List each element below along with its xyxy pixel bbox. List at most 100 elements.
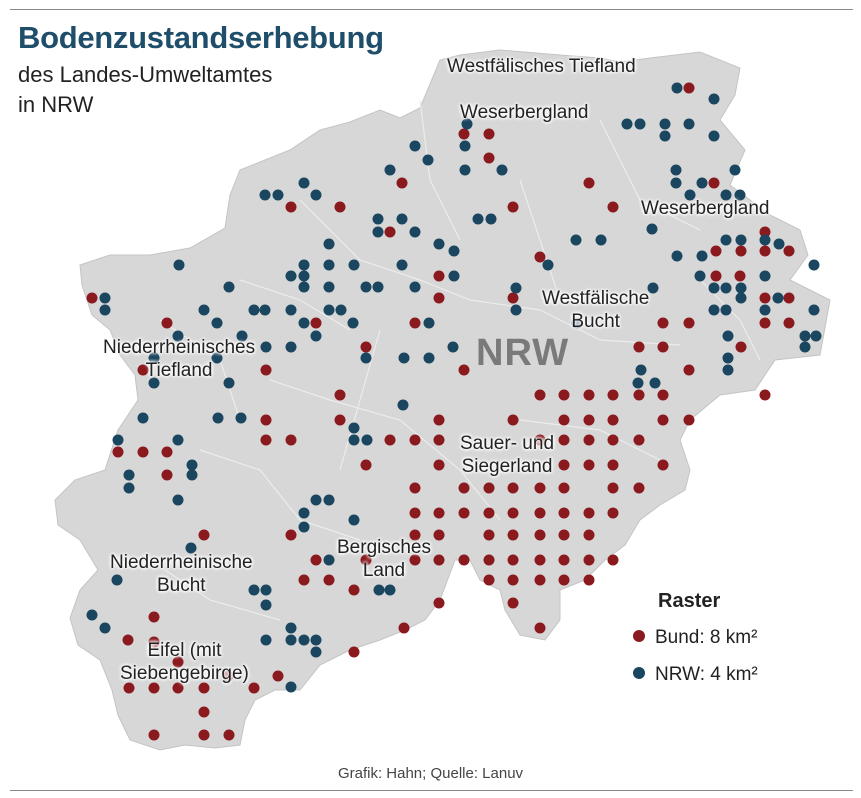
bund-point — [558, 414, 570, 426]
bund-point — [534, 389, 546, 401]
bund-point — [334, 414, 346, 426]
bund-point — [783, 292, 795, 304]
bund-point — [657, 414, 669, 426]
region-westfaelische-bucht-line-1: Westfälische — [542, 288, 650, 309]
bund-point — [783, 245, 795, 257]
nrw-point — [298, 259, 310, 271]
nrw-point — [260, 341, 272, 353]
bund-point — [172, 682, 184, 694]
source-credit: Grafik: Hahn; Quelle: Lanuv — [337, 765, 524, 782]
nrw-point — [285, 634, 297, 646]
bund-point — [683, 317, 695, 329]
top-rule — [10, 9, 853, 10]
nrw-sampling-points — [86, 82, 822, 693]
nrw-point — [759, 304, 771, 316]
bottom-rule — [10, 790, 853, 791]
nrw-point — [372, 281, 384, 293]
bund-point — [458, 364, 470, 376]
bund-point — [384, 226, 396, 238]
bund-point — [558, 434, 570, 446]
nrw-point — [671, 82, 683, 94]
bund-point — [507, 529, 519, 541]
bund-point — [710, 270, 722, 282]
nrw-point — [259, 304, 271, 316]
bund-point — [161, 317, 173, 329]
bund-point — [433, 529, 445, 541]
bund-point — [334, 201, 346, 213]
nrw-point — [409, 140, 421, 152]
bund-point — [607, 201, 619, 213]
bund-point — [633, 389, 645, 401]
bund-point — [607, 459, 619, 471]
region-niederrheinische-bucht: Niederrheinische Bucht — [110, 551, 253, 597]
nrw-point — [722, 352, 734, 364]
bund-point — [409, 554, 421, 566]
bund-point — [458, 507, 470, 519]
nrw-point — [298, 507, 310, 519]
region-westfaelische-bucht-line-2: Bucht — [571, 311, 620, 332]
bund-point — [534, 507, 546, 519]
bund-point — [458, 554, 470, 566]
nrw-point — [448, 245, 460, 257]
nrw-point — [310, 330, 322, 342]
nrw-point — [86, 609, 98, 621]
bund-point — [558, 459, 570, 471]
bund-point — [583, 507, 595, 519]
bund-point — [735, 341, 747, 353]
nrw-point — [298, 270, 310, 282]
bund-point — [198, 682, 210, 694]
bund-point — [483, 152, 495, 164]
bund-point — [583, 414, 595, 426]
bund-point — [137, 364, 149, 376]
nrw-point — [670, 164, 682, 176]
nrw-point — [384, 584, 396, 596]
bund-point — [583, 389, 595, 401]
bund-point — [148, 636, 160, 648]
nrw-point — [373, 584, 385, 596]
bund-point — [558, 482, 570, 494]
nrw-point — [123, 469, 135, 481]
nrw-point — [448, 270, 460, 282]
region-sauer-siegerland-line-2: Siegerland — [461, 456, 553, 477]
bund-point — [334, 389, 346, 401]
bund-point — [583, 529, 595, 541]
bund-point — [260, 364, 272, 376]
bund-point — [507, 292, 519, 304]
bund-point — [558, 389, 570, 401]
nrw-point — [186, 469, 198, 481]
bund-sampling-points — [86, 82, 795, 741]
nrw-point — [99, 622, 111, 634]
nrw-point — [708, 304, 720, 316]
nrw-point — [396, 259, 408, 271]
nrw-point — [571, 317, 583, 329]
nrw-point — [659, 118, 671, 130]
bund-point — [409, 507, 421, 519]
nrw-point — [298, 521, 310, 533]
nrw-point — [808, 304, 820, 316]
nrw-point — [808, 259, 820, 271]
nrw-point — [485, 213, 497, 225]
bund-point — [396, 177, 408, 189]
bund-point — [198, 706, 210, 718]
region-niederrheinische-bucht-line-2: Bucht — [156, 575, 206, 596]
nrw-point — [720, 282, 732, 294]
bund-point — [298, 574, 310, 586]
bund-point — [534, 574, 546, 586]
bund-point — [172, 656, 184, 668]
nrw-point — [310, 494, 322, 506]
nrw-point — [632, 377, 644, 389]
bund-point — [708, 177, 720, 189]
nrw-point — [285, 681, 297, 693]
nrw-point — [634, 118, 646, 130]
bund-point — [534, 529, 546, 541]
bund-point — [657, 389, 669, 401]
bund-point — [759, 292, 771, 304]
region-westfaelisches-tiefland: Westfälisches Tiefland — [447, 56, 636, 77]
region-niederrheinisches-tiefland: Niederrheinisches Tiefland — [103, 336, 255, 382]
region-sauer-siegerland: Sauer- und Siegerland — [460, 432, 554, 478]
bund-point — [558, 574, 570, 586]
nrw-point — [459, 140, 471, 152]
nrw-point — [708, 93, 720, 105]
bund-point — [558, 529, 570, 541]
nrw-point — [361, 434, 373, 446]
